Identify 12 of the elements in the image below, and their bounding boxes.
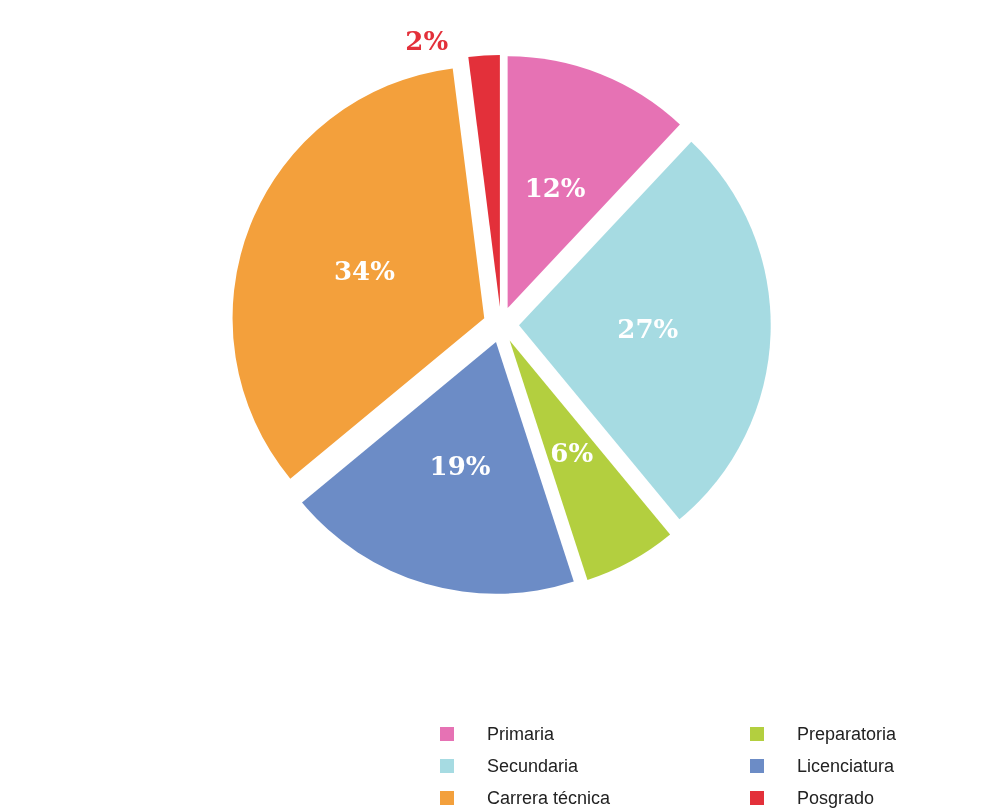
legend-label: Preparatoria [797,724,898,744]
legend-label: Licenciatura [797,756,896,776]
legend-label: Secundaria [487,756,580,776]
data-label: 27% [617,314,679,345]
data-label: 12% [524,173,586,204]
legend-label: Posgrado [797,788,875,808]
data-label: 2% [405,25,449,56]
data-label: 34% [334,255,396,286]
legend-label: Primaria [487,724,555,744]
legend-label: Carrera técnica [487,788,612,808]
data-label: 19% [429,450,491,481]
data-label: 6% [550,438,594,469]
